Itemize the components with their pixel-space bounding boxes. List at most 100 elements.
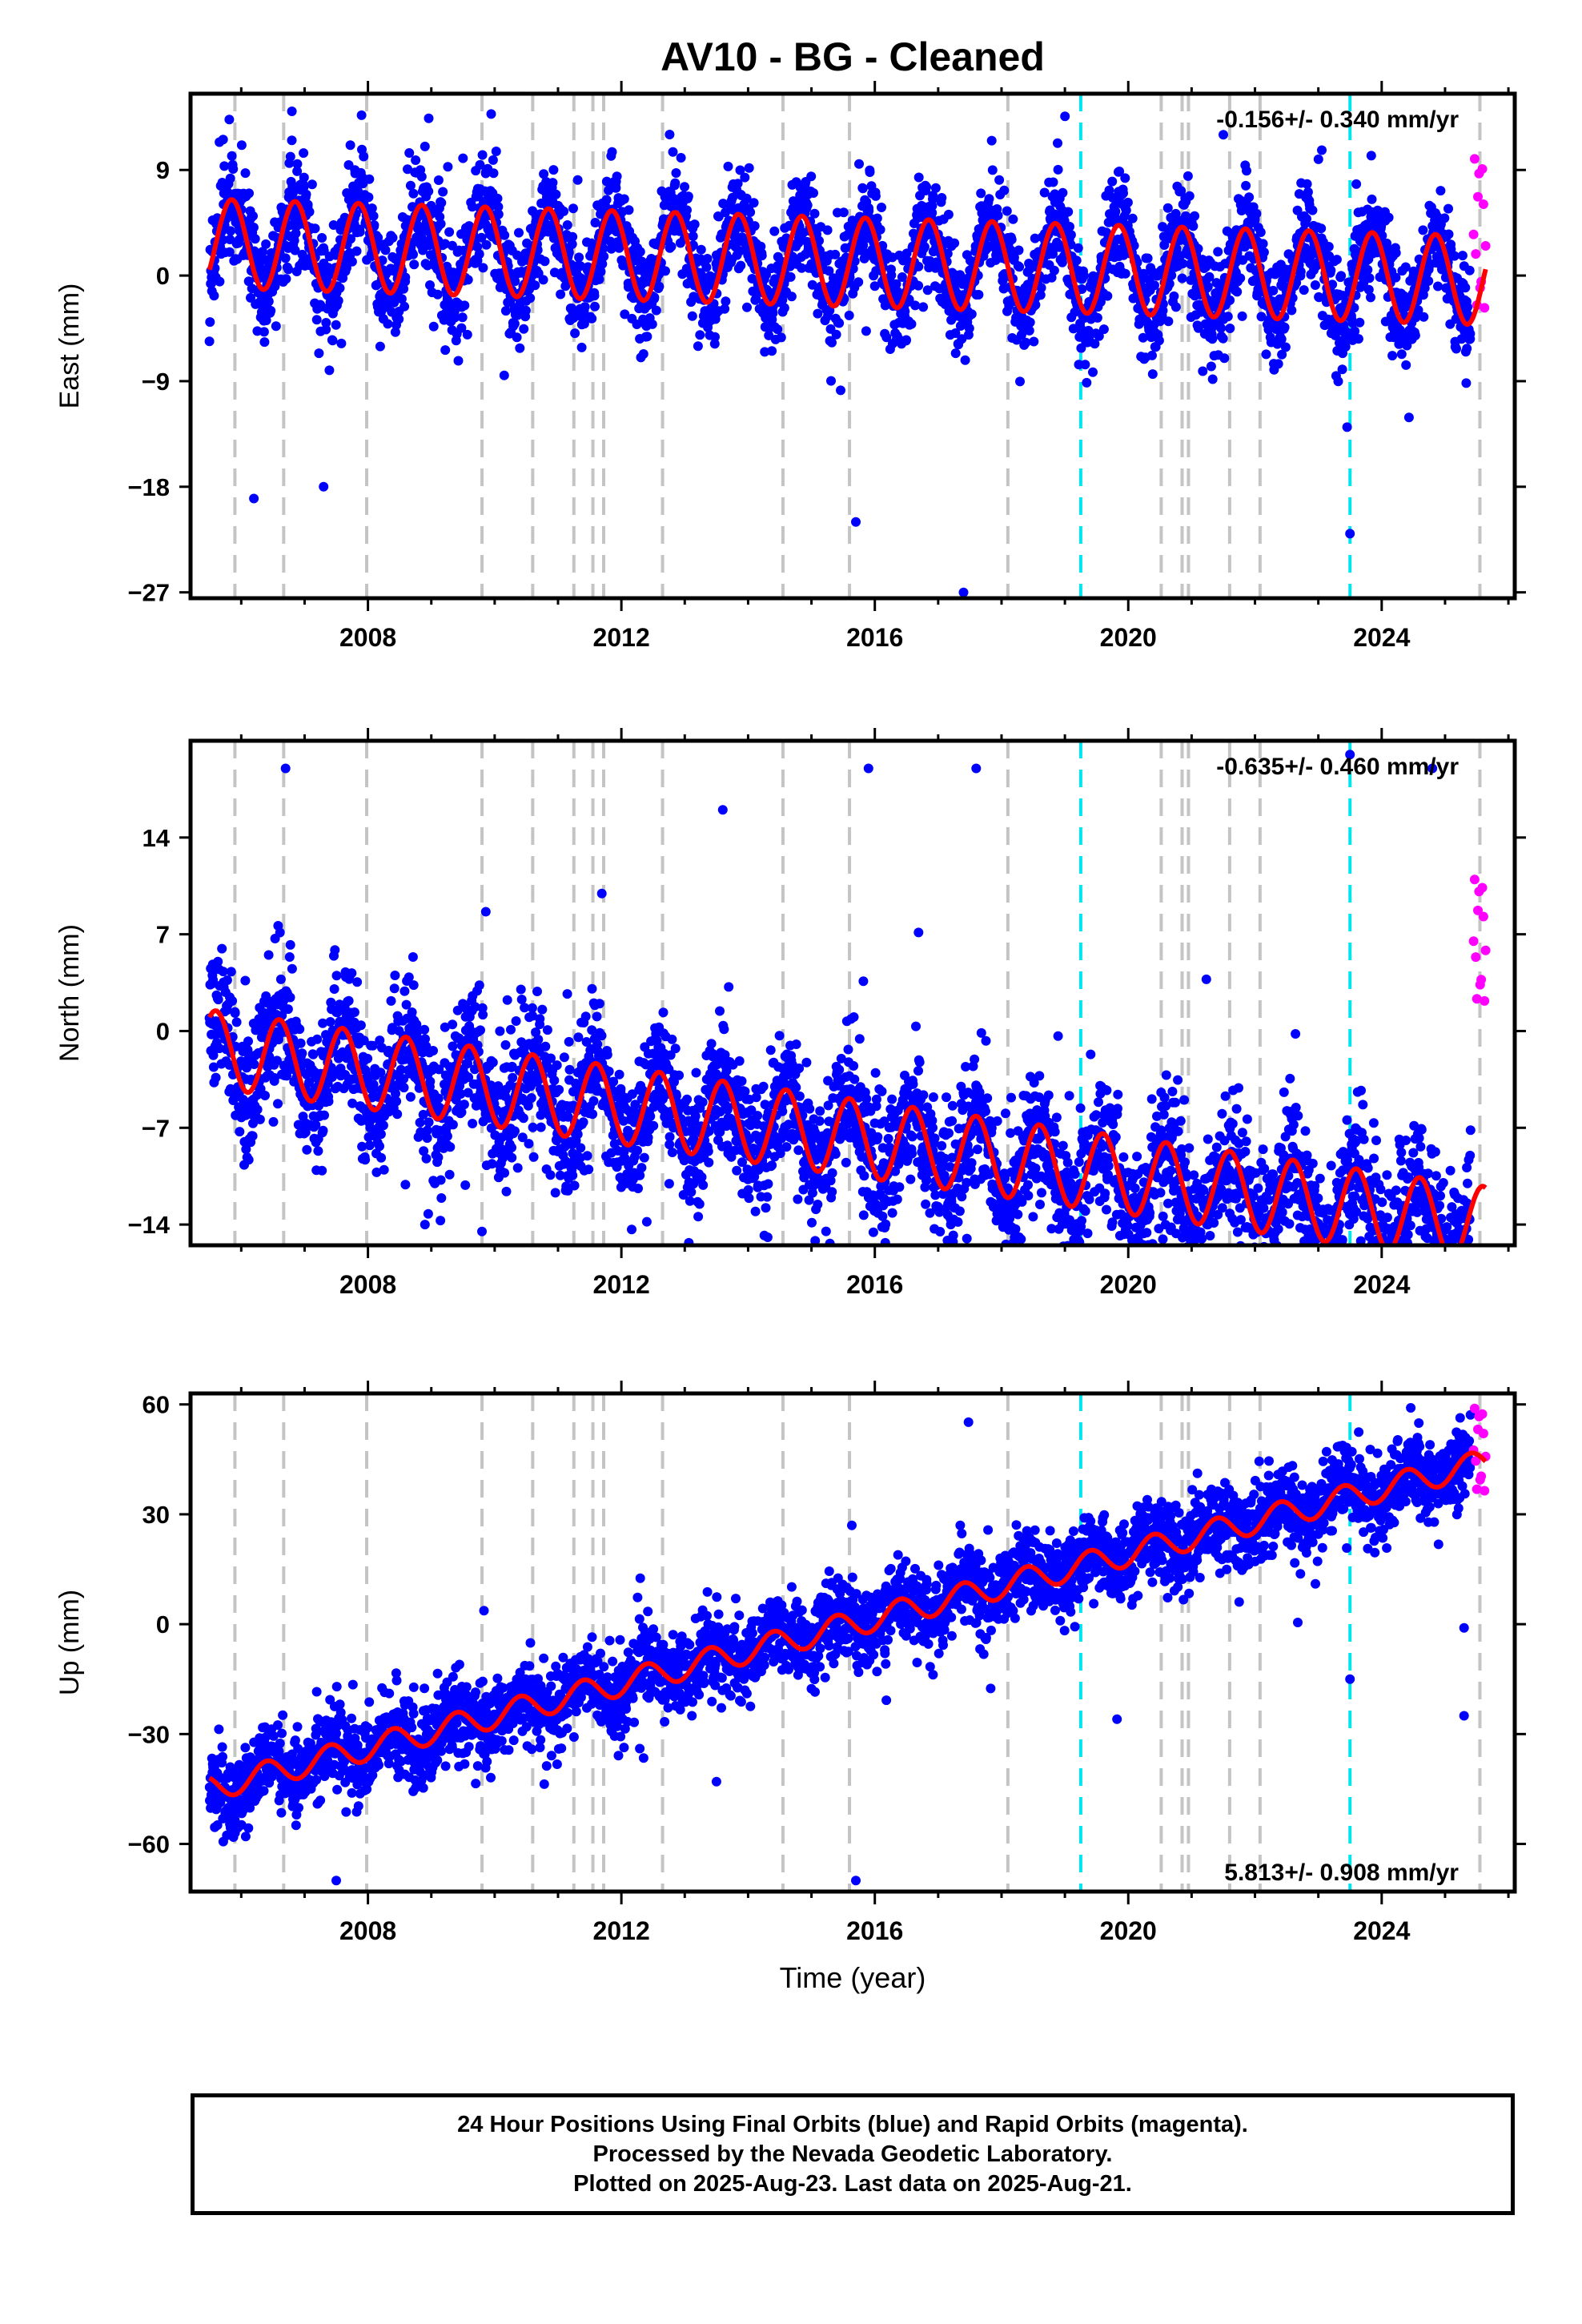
- data-point-east: [695, 330, 705, 340]
- data-point-east: [1150, 280, 1159, 291]
- data-point-north: [569, 1180, 580, 1191]
- data-point-east: [1366, 292, 1375, 303]
- data-point-east: [1316, 223, 1327, 234]
- data-point-north: [448, 1041, 458, 1051]
- data-point-north: [516, 984, 526, 995]
- data-point-north: [317, 1165, 327, 1176]
- data-point-north: [602, 1050, 612, 1059]
- data-point-east: [599, 251, 609, 262]
- data-point-east: [435, 211, 445, 222]
- data-point-north: [507, 1152, 517, 1163]
- data-point-north: [283, 1004, 293, 1015]
- data-point-east: [1082, 377, 1092, 388]
- data-point-east: [1302, 214, 1311, 224]
- data-point-east: [324, 365, 335, 376]
- data-point-north: [436, 1216, 446, 1226]
- data-point-east: [1118, 188, 1128, 199]
- data-point-east: [1418, 225, 1428, 235]
- data-point-north: [408, 952, 418, 962]
- data-point-east: [1071, 255, 1082, 266]
- data-point-north: [400, 986, 410, 996]
- data-point-east: [741, 193, 752, 203]
- data-point-east: [1225, 295, 1235, 305]
- data-point-east: [1326, 265, 1336, 275]
- data-point-east: [512, 332, 522, 343]
- data-point-east: [1213, 247, 1223, 257]
- data-point-east: [347, 256, 357, 267]
- data-point-north: [516, 995, 527, 1004]
- data-point-east: [1464, 265, 1475, 275]
- data-point-east: [290, 245, 300, 255]
- data-point-east: [568, 203, 578, 214]
- data-point-east: [668, 147, 678, 157]
- data-point-east: [520, 305, 531, 316]
- data-point-east: [740, 172, 750, 183]
- data-point-east: [904, 295, 914, 305]
- data-point-north: [508, 1072, 518, 1083]
- data-point-east: [1413, 305, 1423, 316]
- data-point-north: [608, 1076, 619, 1087]
- data-point-north: [495, 1026, 505, 1036]
- data-point-east: [400, 272, 411, 283]
- data-point-east: [702, 254, 713, 263]
- data-point-north: [641, 1216, 652, 1227]
- data-point-east: [1006, 245, 1016, 255]
- data-point-north: [592, 1011, 602, 1022]
- data-point-east: [1331, 255, 1342, 265]
- data-point-north: [343, 995, 354, 1006]
- data-point-east: [266, 306, 276, 316]
- data-point-east: [1303, 187, 1313, 197]
- data-point-north: [376, 1152, 387, 1163]
- data-point-east: [1387, 351, 1398, 361]
- data-point-north: [500, 1168, 510, 1178]
- data-point-east: [1403, 412, 1414, 423]
- data-point-east: [736, 260, 746, 271]
- data-point-east: [416, 171, 427, 182]
- rate-annotation-east: -0.156+/- 0.340 mm/yr: [1216, 107, 1459, 133]
- data-point-east: [638, 349, 648, 359]
- data-point-east: [966, 309, 977, 320]
- data-point-north: [540, 1041, 551, 1051]
- data-point-east: [1138, 268, 1149, 279]
- data-point-east: [1092, 312, 1102, 323]
- data-point-east: [1206, 361, 1216, 372]
- data-point-east: [1396, 349, 1407, 360]
- data-point-east: [718, 199, 729, 209]
- data-point-east: [1327, 279, 1338, 290]
- data-point-east: [327, 336, 338, 346]
- outlier-point-east-0: [287, 107, 297, 116]
- data-point-east: [594, 274, 604, 284]
- data-point-east: [1164, 279, 1174, 289]
- y-tick-label-east-3: −18: [127, 473, 170, 501]
- data-point-north: [559, 1052, 569, 1063]
- data-point-east: [477, 150, 488, 160]
- data-point-east: [861, 326, 871, 336]
- data-point-north: [318, 1018, 328, 1028]
- data-point-east: [1009, 252, 1019, 263]
- data-point-east: [993, 211, 1003, 220]
- data-point-east: [1443, 229, 1454, 239]
- data-point-east: [400, 301, 410, 312]
- data-point-east: [588, 239, 598, 249]
- data-point-east: [1127, 213, 1138, 223]
- data-point-east: [447, 240, 457, 251]
- data-point-east: [443, 162, 453, 172]
- data-point-north: [616, 1084, 626, 1094]
- data-point-east: [1177, 273, 1187, 283]
- data-point-east: [428, 321, 439, 332]
- data-point-north: [213, 956, 223, 967]
- data-point-north: [444, 1169, 455, 1180]
- data-point-east: [396, 294, 407, 304]
- data-point-east: [721, 296, 731, 307]
- data-point-east: [1367, 194, 1377, 204]
- data-point-east: [696, 244, 706, 255]
- data-point-east: [709, 339, 720, 349]
- data-point-east: [1104, 185, 1114, 195]
- data-point-east: [1460, 283, 1471, 293]
- data-point-east: [1193, 243, 1203, 254]
- rapid-point-east-4: [1473, 191, 1483, 202]
- data-point-east: [1225, 324, 1235, 333]
- data-point-east: [403, 164, 412, 175]
- data-point-north: [487, 1159, 497, 1169]
- data-point-east: [1423, 275, 1434, 286]
